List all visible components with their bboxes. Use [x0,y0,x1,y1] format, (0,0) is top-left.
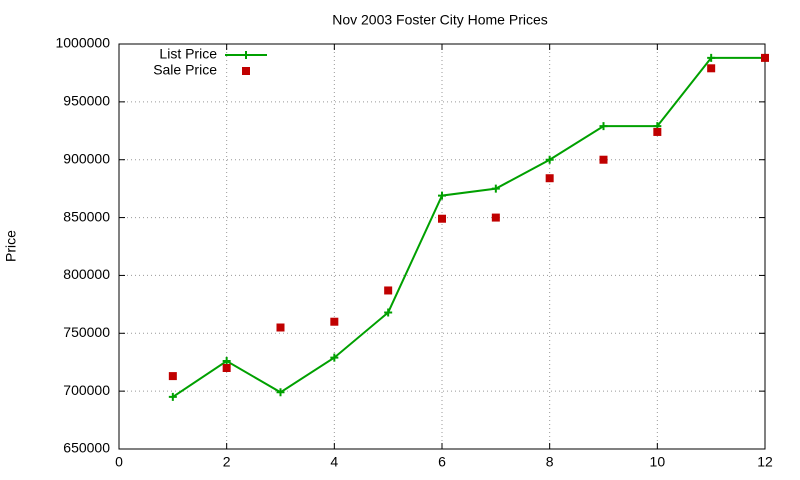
x-tick-label: 0 [115,454,123,470]
point [330,353,339,362]
y-tick-label: 750000 [63,324,110,340]
y-tick-label: 700000 [63,382,110,398]
x-tick-label: 12 [757,454,773,470]
y-tick-label: 1000000 [55,35,110,51]
point [707,53,716,62]
chart-title: Nov 2003 Foster City Home Prices [332,12,548,28]
point [761,53,769,62]
point [599,155,608,164]
point [168,392,177,401]
point [276,323,285,332]
point [438,191,446,200]
point [707,64,716,73]
point [545,174,554,183]
x-tick-label: 2 [223,454,231,470]
y-tick-label: 950000 [63,93,110,109]
point [168,372,177,381]
x-tick-label: 8 [546,454,554,470]
point [222,364,231,372]
point [384,308,393,317]
point [491,184,500,193]
y-tick-label: 650000 [63,440,110,456]
plot-border [118,43,766,450]
y-tick-label: 800000 [63,266,110,282]
point [653,127,662,136]
y-tick-label: 900000 [63,150,110,166]
point [330,317,339,326]
legend-marker [242,67,250,75]
point [222,357,231,366]
point [599,122,608,131]
legend-label: List Price [159,46,217,62]
x-tick-label: 6 [438,454,446,470]
point [384,286,393,295]
point [438,214,446,223]
point [545,155,554,164]
x-tick-label: 4 [330,454,338,470]
legend-label: Sale Price [153,62,217,78]
point [276,388,285,397]
series-line [172,56,765,398]
point [491,213,500,222]
legend-marker [242,51,250,59]
y-tick-label: 850000 [63,208,110,224]
y-axis-label: Price [3,230,19,262]
x-tick-label: 10 [650,454,666,470]
